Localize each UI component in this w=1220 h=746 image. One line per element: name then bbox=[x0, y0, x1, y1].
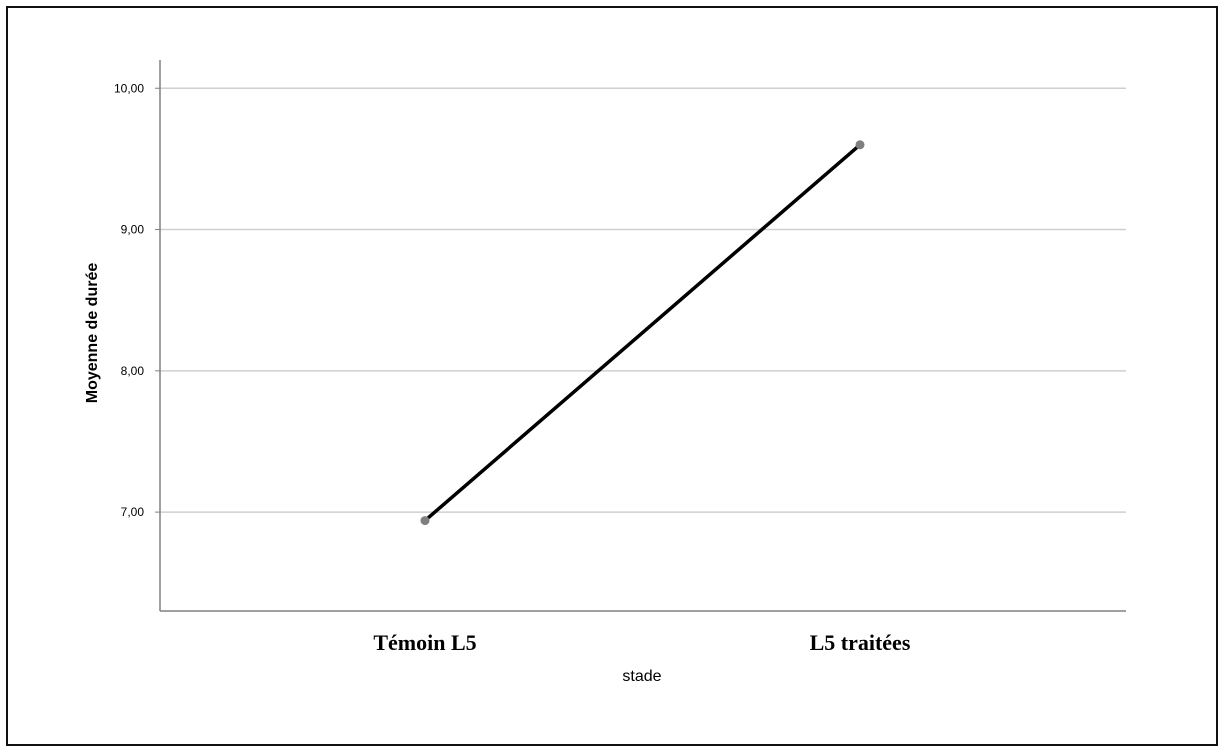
data-point bbox=[420, 516, 430, 526]
y-axis-title: Moyenne de durée bbox=[84, 263, 101, 404]
x-category-label: Témoin L5 bbox=[373, 630, 476, 655]
y-tick-label: 7,00 bbox=[121, 505, 145, 519]
series-line bbox=[423, 143, 862, 522]
gridlines bbox=[160, 87, 1126, 513]
y-tick-label: 10,00 bbox=[114, 81, 144, 95]
data-point bbox=[855, 140, 865, 150]
y-tick-label: 9,00 bbox=[121, 223, 145, 237]
axes bbox=[155, 60, 1126, 612]
y-tick-label: 8,00 bbox=[121, 364, 145, 378]
x-category-label: L5 traitées bbox=[810, 630, 911, 655]
chart-frame bbox=[6, 6, 1218, 746]
x-category-labels: Témoin L5 L5 traitées bbox=[373, 630, 910, 655]
x-axis-title: stade bbox=[622, 668, 661, 685]
y-tick-labels: 7,00 8,00 9,00 10,00 bbox=[114, 81, 144, 519]
series bbox=[420, 140, 865, 526]
